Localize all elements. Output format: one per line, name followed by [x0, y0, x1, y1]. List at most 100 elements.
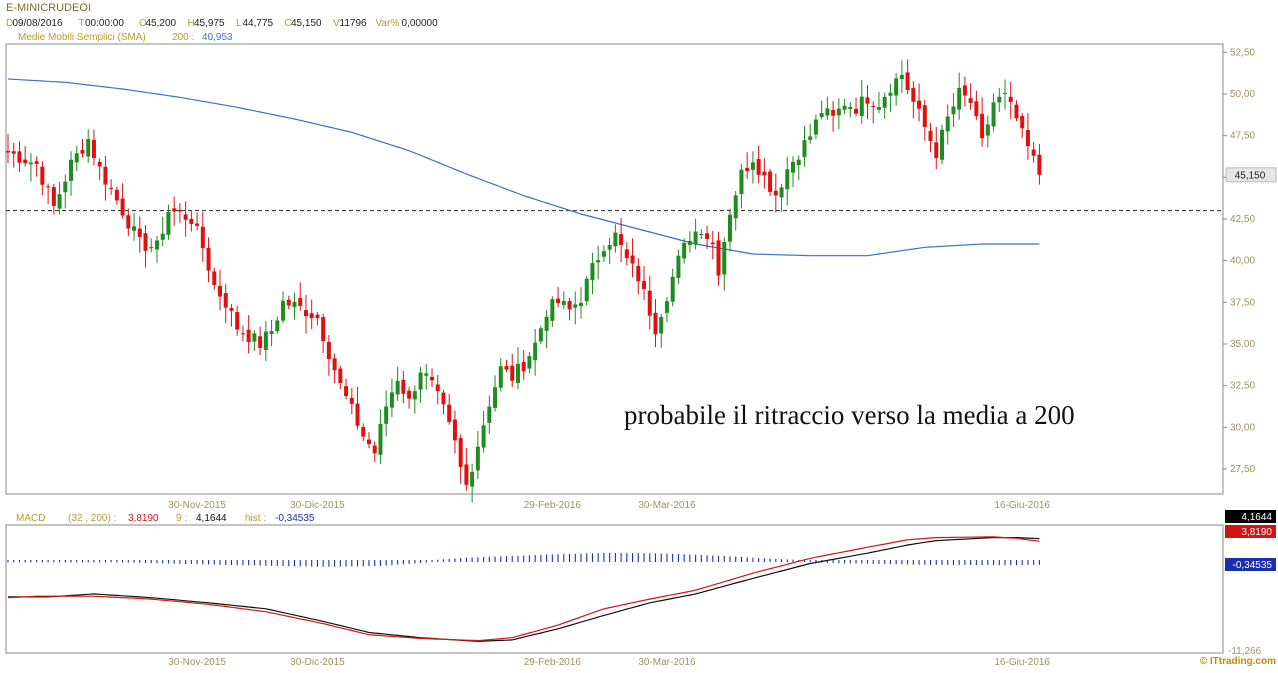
price-tick-label: 50,00 [1230, 89, 1255, 100]
candle [859, 79, 864, 124]
candle [372, 441, 377, 462]
candle [309, 299, 314, 330]
candle-body [183, 214, 188, 220]
candle [132, 212, 137, 241]
candle-body [40, 166, 45, 185]
candle [69, 151, 74, 196]
candle [1014, 100, 1019, 122]
candle [882, 92, 887, 119]
candle-body [177, 209, 182, 212]
candle-body [200, 226, 205, 249]
candle-body [613, 232, 618, 247]
candle-body [556, 298, 561, 303]
candle-body [922, 105, 927, 127]
date-label-top: 16-Giu-2016 [994, 500, 1050, 511]
candle-body [561, 300, 566, 306]
candle [607, 238, 612, 265]
candle-body [172, 208, 177, 212]
date-label-bottom: 29-Feb-2016 [524, 657, 582, 668]
candle-body [997, 96, 1002, 103]
candle-body [338, 368, 343, 383]
macd-value: 3,8190 [128, 513, 159, 524]
candle-body [521, 361, 526, 372]
candle [275, 316, 280, 334]
candle [1031, 142, 1036, 163]
candle [928, 123, 933, 153]
candle [349, 388, 354, 415]
candle-body [527, 356, 532, 369]
candle [538, 325, 543, 345]
candle [120, 183, 125, 219]
candle-body [223, 293, 228, 308]
candle-body [957, 87, 962, 110]
candle-body [1014, 104, 1019, 119]
candle [1025, 113, 1030, 160]
candle-body [647, 290, 652, 316]
candle-body [103, 166, 108, 185]
candle-body [372, 445, 377, 454]
candle [888, 83, 893, 113]
macd-hist-value: -0,34535 [275, 513, 315, 524]
candle-body [653, 312, 658, 335]
candle [63, 174, 68, 209]
candle [114, 186, 119, 205]
candle [418, 366, 423, 404]
candle-body [17, 151, 22, 163]
candle [46, 183, 51, 205]
candle-body [470, 471, 475, 487]
candle-body [836, 108, 841, 116]
candle-body [269, 331, 274, 334]
candle [945, 104, 950, 145]
candle [452, 410, 457, 454]
candle-body [785, 169, 790, 190]
candle-body [166, 211, 171, 235]
candle [613, 224, 618, 253]
candle-body [630, 255, 635, 264]
candle [647, 276, 652, 330]
symbol-title: E-MINICRUDEOI [6, 2, 91, 14]
candle [1008, 81, 1013, 120]
candle-body [991, 102, 996, 127]
sma-200-line [7, 78, 1040, 257]
candle [143, 224, 148, 268]
candle-body [699, 234, 704, 236]
candle [6, 133, 10, 164]
macd-tag-signal: 4,1644 [1225, 510, 1276, 523]
candle-body [498, 366, 503, 388]
candle-body [819, 113, 824, 117]
candle [705, 225, 710, 250]
quote-key-7: Var% [376, 18, 400, 29]
candle-body [275, 320, 280, 332]
candle [899, 60, 904, 93]
candle [630, 238, 635, 278]
candle [791, 156, 796, 188]
candle [91, 129, 96, 166]
candle [34, 156, 39, 177]
candle-body [825, 108, 830, 116]
candle-body [57, 194, 62, 209]
candle-body [361, 427, 366, 437]
candle-body [716, 240, 721, 276]
candle [80, 138, 85, 158]
candle [573, 291, 578, 325]
candle [401, 370, 406, 404]
candle-body [854, 108, 859, 114]
candle [172, 196, 177, 226]
candle [464, 447, 469, 491]
candle [229, 304, 234, 327]
candle [510, 353, 515, 388]
candle-body [504, 366, 509, 370]
candle-body [813, 119, 818, 135]
candle-body [412, 391, 417, 400]
date-label-top: 29-Feb-2016 [524, 500, 582, 511]
candle-body [332, 358, 337, 371]
candle-body [218, 285, 223, 297]
date-label-bottom: 30-Nov-2015 [168, 657, 226, 668]
candle [980, 97, 985, 147]
candle-body [762, 171, 767, 176]
candle [762, 158, 767, 189]
candle-body [160, 233, 165, 240]
macd-signal-value: 4,1644 [196, 513, 227, 524]
candle [378, 409, 383, 465]
candle [1037, 144, 1042, 185]
